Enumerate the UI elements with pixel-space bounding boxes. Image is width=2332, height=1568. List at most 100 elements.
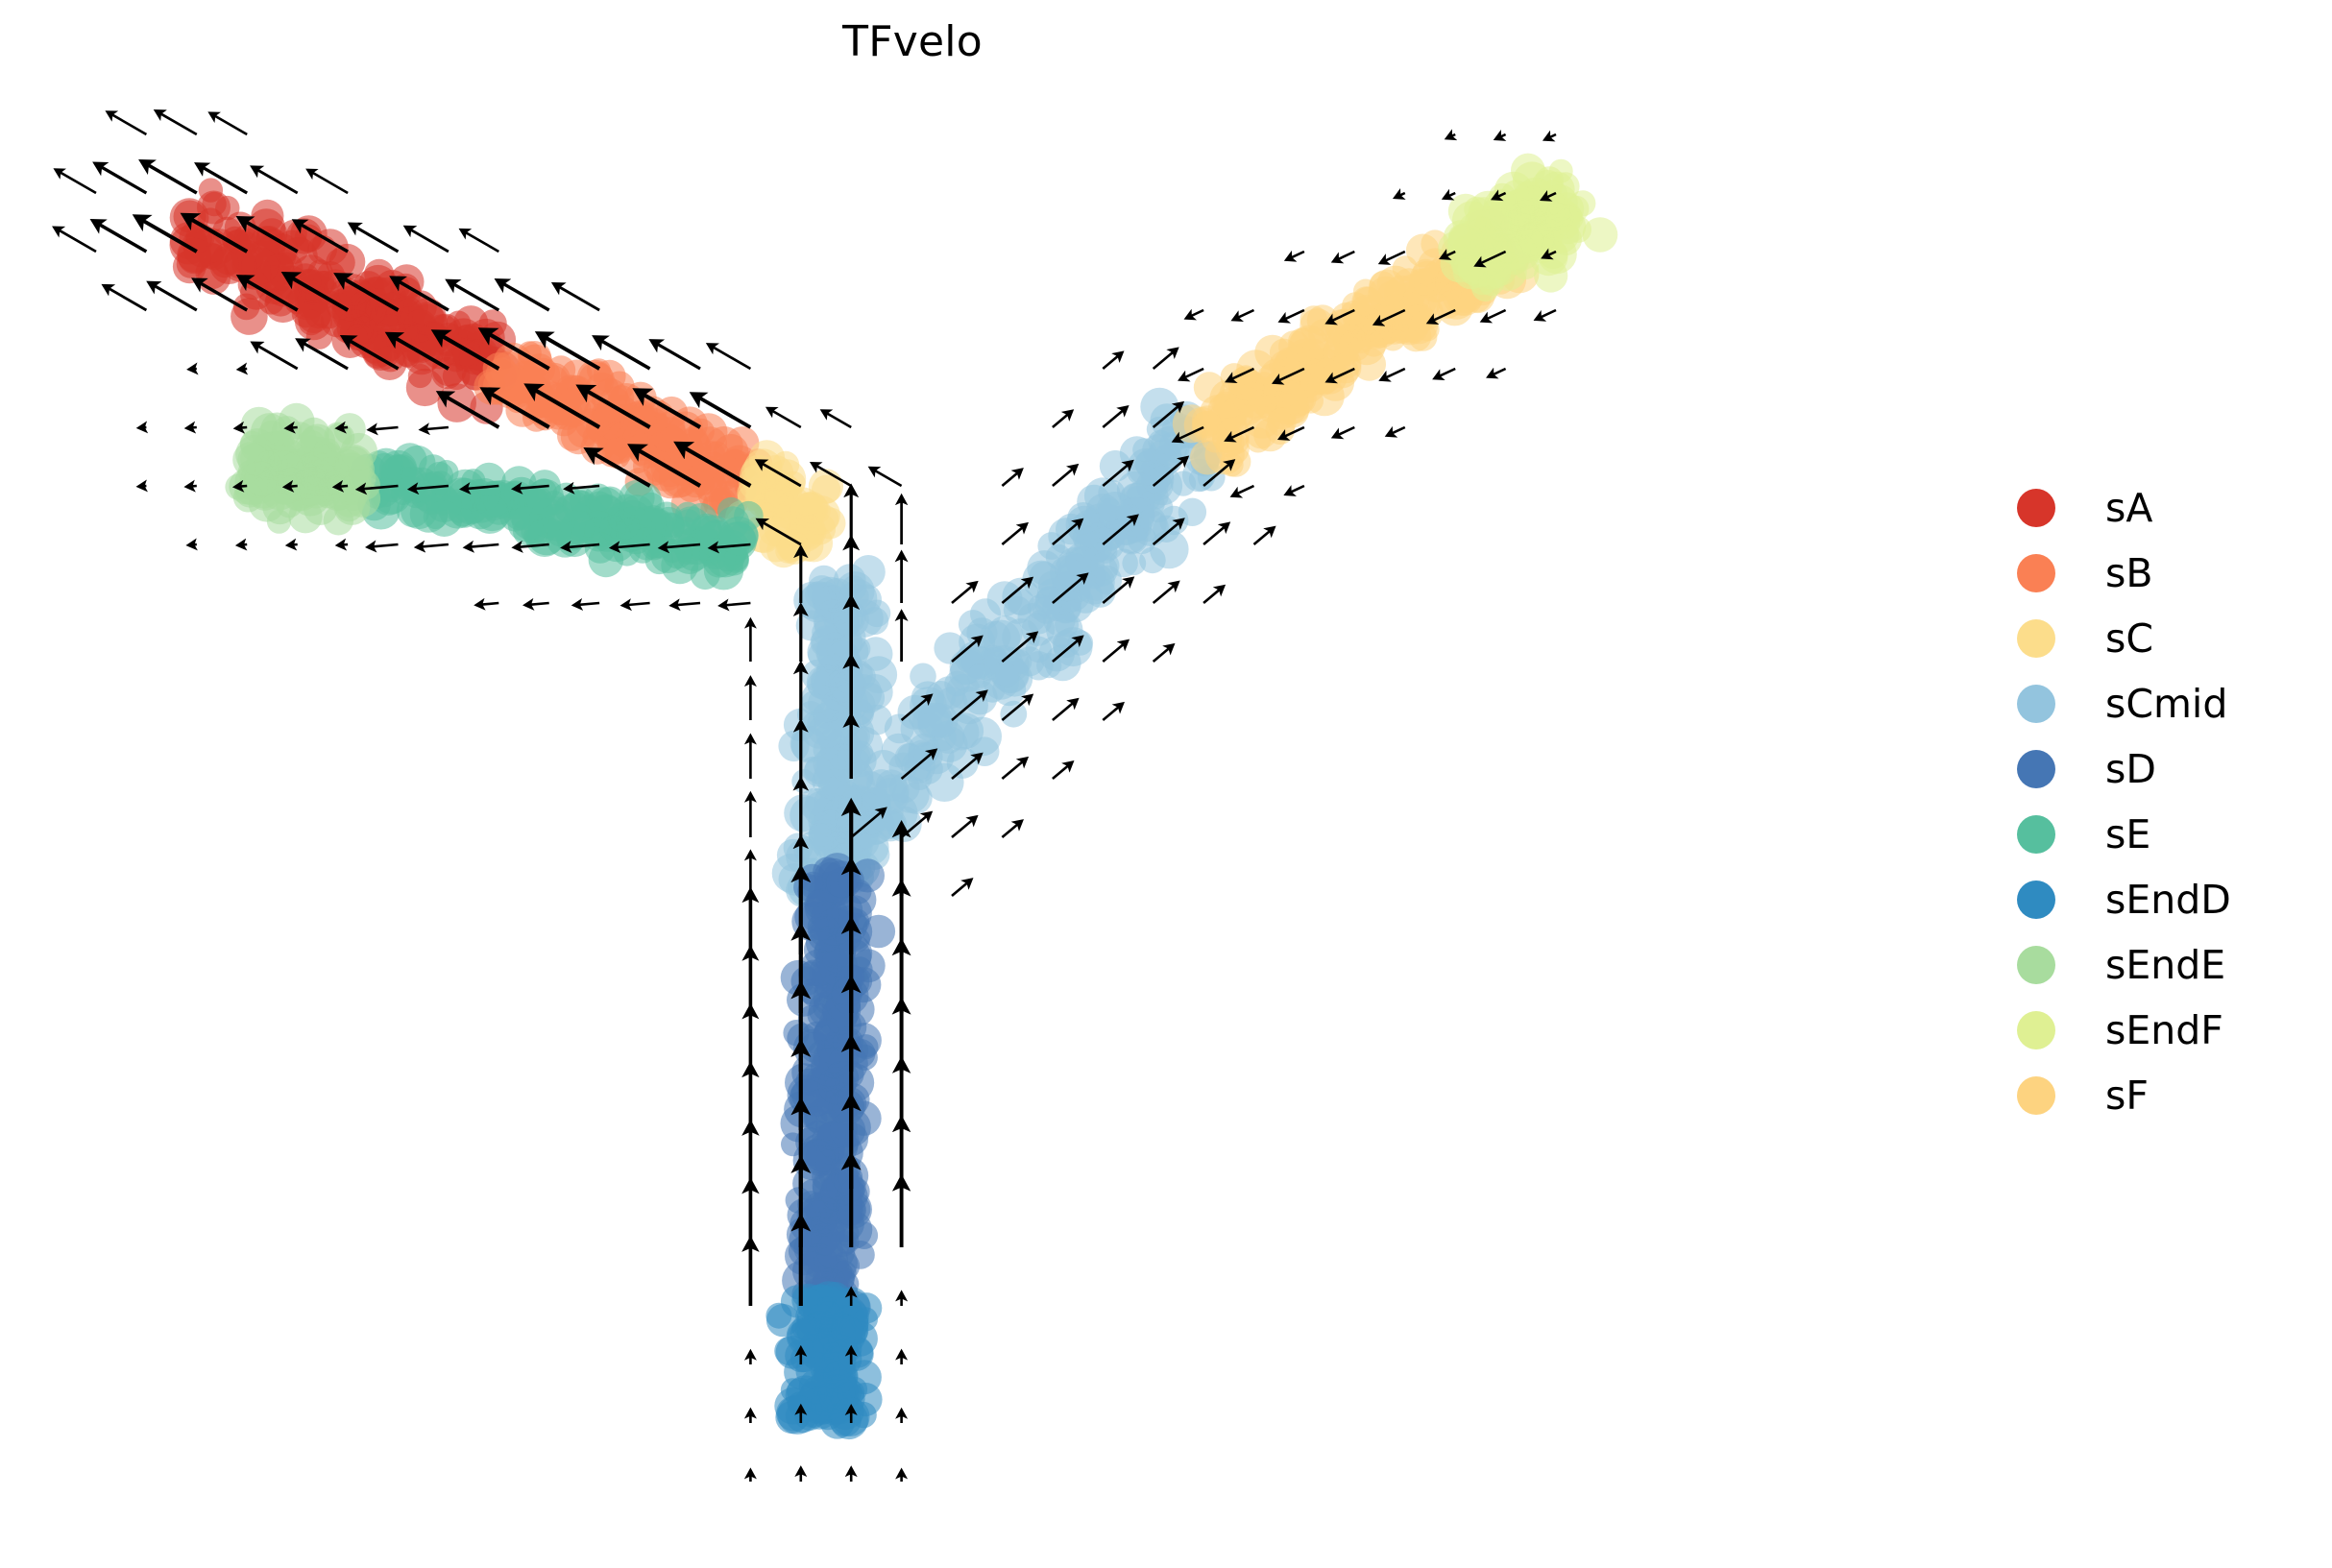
scatter-point [831,1315,863,1347]
scatter-point [567,417,598,448]
scatter-point [897,743,923,769]
legend-item-sc[interactable]: sC [2003,606,2320,671]
scatter-point [1478,270,1505,297]
scatter-point [801,1243,837,1279]
scatter-point [1269,338,1299,367]
velocity-arrow [191,277,249,312]
velocity-arrow [250,341,299,371]
velocity-arrow [459,482,499,495]
velocity-arrow [1441,188,1456,201]
scatter-point [1007,588,1034,615]
velocity-arrow [755,518,802,546]
scatter-point [251,199,284,232]
velocity-arrow [284,538,298,551]
velocity-arrow [366,422,399,436]
legend-swatch-icon [2017,946,2055,984]
velocity-arrow [474,597,499,611]
velocity-arrow [1473,250,1507,268]
legend-item-sf[interactable]: sF [2003,1063,2320,1128]
scatter-point [739,457,777,495]
scatter-point [1139,546,1166,574]
scatter-plot-axes [52,109,1618,1482]
velocity-arrow [1052,635,1084,663]
legend-item-label: sEndD [2105,876,2231,923]
velocity-arrow [583,447,651,488]
scatter-point [837,1083,870,1116]
scatter-point [979,620,1011,653]
legend-item-label: sB [2105,549,2153,596]
velocity-arrow [1202,584,1227,604]
legend-item-sa[interactable]: sA [2003,475,2320,541]
velocity-arrow [92,161,148,195]
velocity-arrow [402,225,449,253]
velocity-arrow [1479,308,1507,324]
velocity-arrow [132,214,198,253]
scatter-point [969,736,1000,766]
velocity-arrow [52,226,97,253]
velocity-arrow [354,482,399,495]
scatter-point [1140,463,1171,494]
legend-item-sendf[interactable]: sEndF [2003,998,2320,1063]
velocity-arrow [1152,400,1185,428]
velocity-arrow [186,362,199,375]
velocity-arrow [384,331,449,371]
velocity-arrow [668,598,701,612]
velocity-arrow [235,275,299,312]
velocity-arrow [1001,521,1029,545]
velocity-arrow [235,362,249,375]
scatter-point [695,515,732,551]
legend-item-scmid[interactable]: sCmid [2003,671,2320,736]
velocity-arrow [1102,350,1125,370]
scatter-point [922,703,959,738]
velocity-arrow [1539,190,1557,202]
legend-item-sende[interactable]: sEndE [2003,932,2320,998]
legend-item-sd[interactable]: sD [2003,736,2320,802]
velocity-arrow [1052,697,1080,721]
velocity-arrow [1001,819,1024,838]
scatter-point [1055,552,1089,588]
velocity-arrow [1432,367,1456,381]
scatter-point [599,515,626,543]
velocity-arrow [523,383,601,429]
legend-swatch-icon [2017,815,2055,854]
velocity-arrow [1493,130,1507,141]
velocity-arrow [550,281,600,312]
scatter-point [364,258,395,289]
scatter-point [1412,258,1439,285]
legend-swatch-icon [2017,880,2055,919]
scatter-point [258,289,284,315]
scatter-point [812,505,839,532]
scatter-point [1024,651,1054,681]
velocity-arrow [754,459,802,488]
velocity-arrow [1102,514,1139,545]
scatter-point [1308,319,1340,350]
velocity-arrow [1102,405,1130,428]
velocity-arrow [705,343,752,371]
velocity-arrow [283,421,298,434]
velocity-arrow [560,541,600,554]
velocity-arrow [608,541,650,554]
scatter-point [1368,276,1404,313]
scatter-point [405,368,444,407]
scatter-point [1122,551,1147,576]
legend-item-sendd[interactable]: sEndD [2003,867,2320,932]
legend-item-se[interactable]: sE [2003,802,2320,867]
scatter-point [795,1351,834,1389]
scatter-point [817,1032,849,1065]
velocity-arrow [1324,367,1355,384]
velocity-arrow [951,635,984,663]
velocity-arrow [850,807,887,838]
velocity-arrow [1102,576,1135,604]
scatter-point [210,249,239,278]
velocity-arrow [138,159,198,195]
velocity-arrow [53,168,97,195]
page-title: TFvelo [842,17,983,66]
scatter-point [765,1303,800,1338]
scatter-point [995,663,1019,688]
velocity-arrow [951,814,979,838]
velocity-arrow [1541,248,1557,260]
scatter-point [1415,317,1440,342]
legend-item-sb[interactable]: sB [2003,541,2320,606]
velocity-arrow [406,482,449,495]
scatter-point [830,1112,866,1148]
